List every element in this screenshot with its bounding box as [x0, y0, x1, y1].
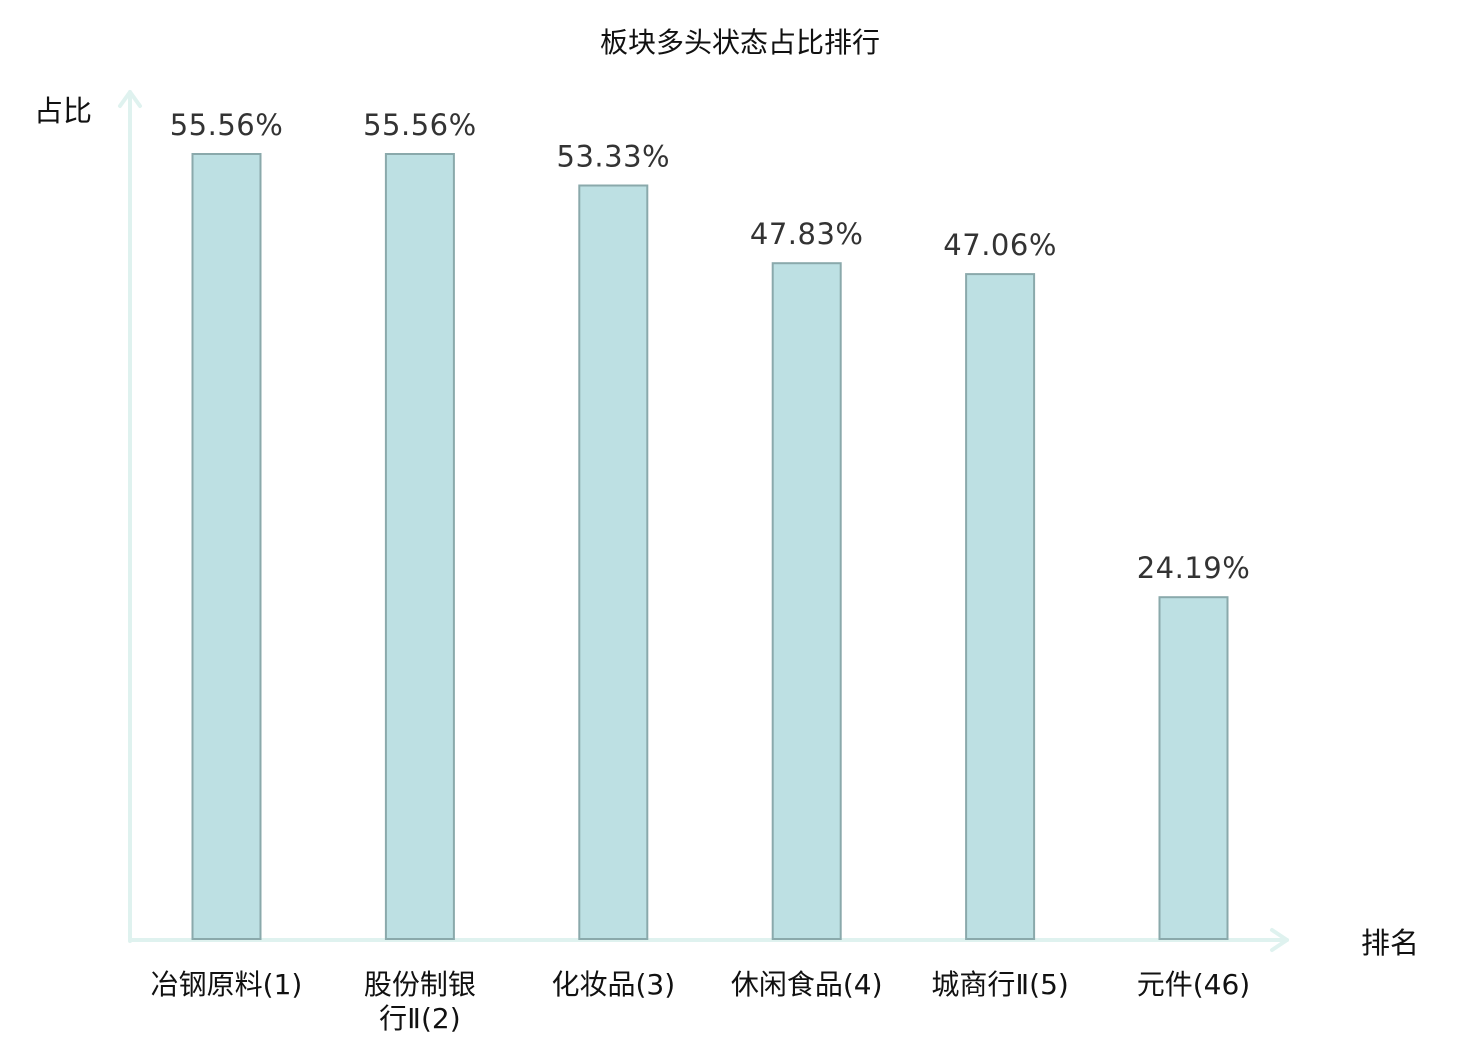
category-label-6: 元件(46) [1137, 968, 1250, 1001]
x-axis-label: 排名 [1361, 926, 1419, 960]
category-label-2-line-2: 行Ⅱ(2) [379, 1002, 460, 1035]
bar-6 [1158, 596, 1229, 940]
y-axis-label: 占比 [34, 94, 92, 128]
category-label-4: 休闲食品(4) [731, 968, 883, 1001]
bar-2 [384, 153, 455, 940]
chart-title: 板块多头状态占比排行 [600, 26, 880, 59]
y-axis-arrow-icon [118, 90, 142, 108]
value-label-2: 55.56% [363, 108, 477, 142]
value-labels-group: 55.56% 55.56% 53.33% 47.83% 47.06% 24.19% [170, 108, 1251, 585]
value-label-4: 47.83% [750, 217, 864, 251]
bar-5 [965, 273, 1036, 941]
bar-1 [191, 153, 262, 940]
value-label-5: 47.06% [943, 228, 1057, 262]
value-label-3: 53.33% [557, 140, 671, 174]
bars-group [191, 153, 1229, 941]
category-label-5: 城商行Ⅱ(5) [931, 968, 1068, 1001]
x-axis-arrow-icon [1270, 928, 1289, 952]
bar-3 [578, 184, 649, 940]
category-label-2-line-1: 股份制银 [364, 968, 476, 1001]
value-label-1: 55.56% [170, 108, 284, 142]
category-label-3: 化妆品(3) [551, 968, 675, 1001]
x-axis [128, 928, 1289, 952]
category-label-1: 冶钢原料(1) [151, 968, 303, 1001]
bar-4 [771, 262, 842, 940]
value-label-6: 24.19% [1137, 551, 1251, 585]
y-axis [118, 90, 142, 943]
